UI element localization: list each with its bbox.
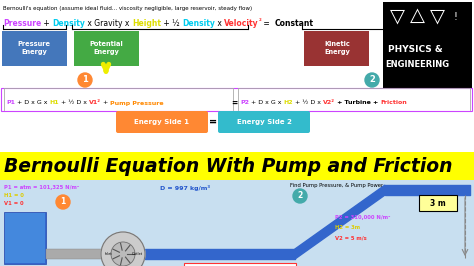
- Text: V1 = 0: V1 = 0: [4, 201, 24, 206]
- Text: + D x G x: + D x G x: [15, 101, 49, 106]
- FancyBboxPatch shape: [0, 152, 474, 180]
- FancyBboxPatch shape: [304, 31, 369, 66]
- Text: H1: H1: [49, 101, 59, 106]
- Circle shape: [365, 73, 379, 87]
- Text: V2²: V2²: [323, 101, 335, 106]
- Circle shape: [78, 73, 92, 87]
- Text: =: =: [262, 19, 275, 28]
- FancyBboxPatch shape: [383, 2, 472, 90]
- Text: Kinetic
Energy: Kinetic Energy: [324, 41, 350, 55]
- Text: 1: 1: [82, 76, 88, 85]
- Text: ²: ²: [259, 19, 262, 24]
- Text: + D x G x: + D x G x: [249, 101, 283, 106]
- Text: H1 = 0: H1 = 0: [4, 193, 24, 198]
- Circle shape: [293, 189, 307, 203]
- Text: x: x: [215, 19, 224, 28]
- Text: 1: 1: [60, 197, 65, 206]
- Text: ▽: ▽: [430, 6, 445, 25]
- FancyBboxPatch shape: [74, 31, 139, 66]
- Text: V2 = 5 m/s: V2 = 5 m/s: [335, 235, 367, 240]
- Text: 3 m: 3 m: [430, 198, 446, 207]
- Text: P1: P1: [6, 101, 15, 106]
- Text: + ½: + ½: [161, 19, 182, 28]
- Text: P2 = 310,000 N/m²: P2 = 310,000 N/m²: [335, 215, 391, 220]
- Text: ▽: ▽: [390, 6, 405, 25]
- Text: PHYSICS &: PHYSICS &: [388, 45, 443, 54]
- FancyBboxPatch shape: [0, 0, 474, 155]
- FancyBboxPatch shape: [218, 111, 310, 133]
- Text: Constant: Constant: [275, 19, 314, 28]
- Text: Bernoulli Equation With Pump and Friction: Bernoulli Equation With Pump and Frictio…: [4, 157, 453, 177]
- Text: + Turbine +: + Turbine +: [335, 101, 381, 106]
- Text: =: =: [231, 98, 237, 107]
- Text: !: !: [454, 12, 458, 22]
- Text: 2: 2: [297, 192, 302, 201]
- Text: Density: Density: [52, 19, 85, 28]
- Text: H2: H2: [283, 101, 293, 106]
- Text: D = 997 kg/m³: D = 997 kg/m³: [160, 185, 210, 191]
- Text: 2: 2: [369, 76, 375, 85]
- FancyBboxPatch shape: [4, 212, 46, 264]
- Polygon shape: [295, 185, 385, 259]
- Text: Potential
Energy: Potential Energy: [89, 41, 123, 55]
- Text: Pump Pressure: Pump Pressure: [110, 101, 164, 106]
- Text: V1²: V1²: [89, 101, 101, 106]
- Text: + ½ D x: + ½ D x: [59, 101, 89, 106]
- Text: P2: P2: [240, 101, 249, 106]
- Circle shape: [101, 232, 145, 266]
- Circle shape: [111, 242, 135, 266]
- FancyBboxPatch shape: [419, 195, 457, 211]
- Text: Velocity: Velocity: [224, 19, 259, 28]
- FancyBboxPatch shape: [46, 249, 101, 259]
- Text: Height: Height: [132, 19, 161, 28]
- Text: Outlet: Outlet: [131, 252, 143, 256]
- Text: Pressure
Energy: Pressure Energy: [18, 41, 51, 55]
- FancyBboxPatch shape: [0, 180, 474, 266]
- Circle shape: [56, 195, 70, 209]
- Text: △: △: [410, 6, 425, 25]
- Text: P1 = atm = 101,325 N/m²: P1 = atm = 101,325 N/m²: [4, 185, 79, 190]
- Text: Pressure: Pressure: [3, 19, 41, 28]
- Text: Density: Density: [182, 19, 215, 28]
- Text: H2 = 3m: H2 = 3m: [335, 225, 360, 230]
- FancyBboxPatch shape: [5, 213, 45, 263]
- Text: +: +: [41, 19, 52, 28]
- FancyBboxPatch shape: [184, 263, 296, 266]
- Text: ENGINEERING: ENGINEERING: [385, 60, 449, 69]
- Text: Bernoulli's equation (assume ideal fluid... viscosity negligible, large reservoi: Bernoulli's equation (assume ideal fluid…: [3, 6, 252, 11]
- Text: Find Pump Pressure, & Pump Power: Find Pump Pressure, & Pump Power: [290, 183, 383, 188]
- FancyBboxPatch shape: [116, 111, 208, 133]
- Text: Inlet: Inlet: [105, 252, 113, 256]
- Text: +: +: [101, 101, 110, 106]
- FancyBboxPatch shape: [1, 88, 473, 110]
- FancyBboxPatch shape: [2, 31, 67, 66]
- Text: x Gravity x: x Gravity x: [85, 19, 132, 28]
- Text: =: =: [209, 117, 217, 127]
- Text: Energy Side 1: Energy Side 1: [135, 119, 190, 125]
- Text: + ½ D x: + ½ D x: [293, 101, 323, 106]
- Text: Friction: Friction: [381, 101, 407, 106]
- Text: Energy Side 2: Energy Side 2: [237, 119, 292, 125]
